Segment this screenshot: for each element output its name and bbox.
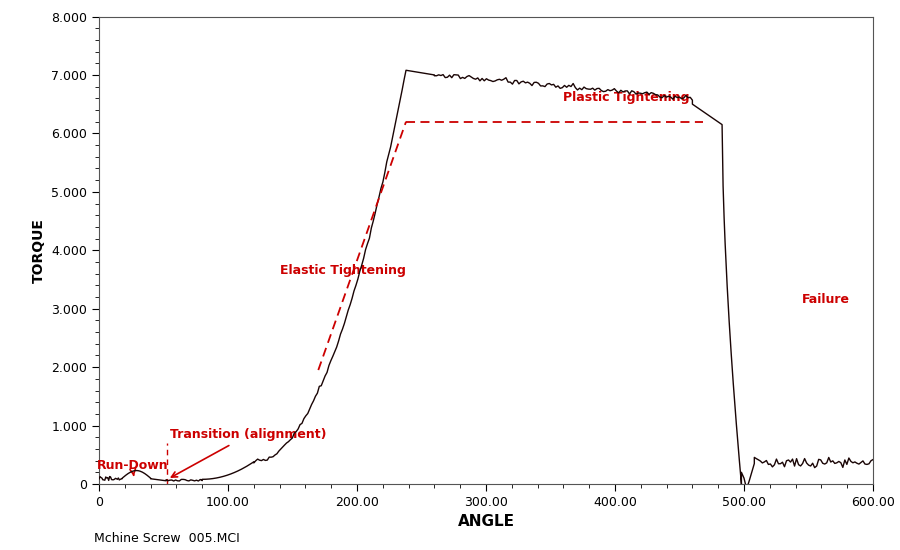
Text: Elastic Tightening: Elastic Tightening — [280, 263, 406, 277]
Text: Plastic Tightening: Plastic Tightening — [563, 91, 690, 104]
Text: Failure: Failure — [802, 293, 850, 306]
Y-axis label: TORQUE: TORQUE — [32, 218, 46, 283]
X-axis label: ANGLE: ANGLE — [457, 514, 515, 529]
Text: Run-Down: Run-Down — [96, 459, 168, 475]
Text: Mchine Screw  005.MCI: Mchine Screw 005.MCI — [94, 532, 240, 544]
Text: Transition (alignment): Transition (alignment) — [170, 428, 327, 477]
